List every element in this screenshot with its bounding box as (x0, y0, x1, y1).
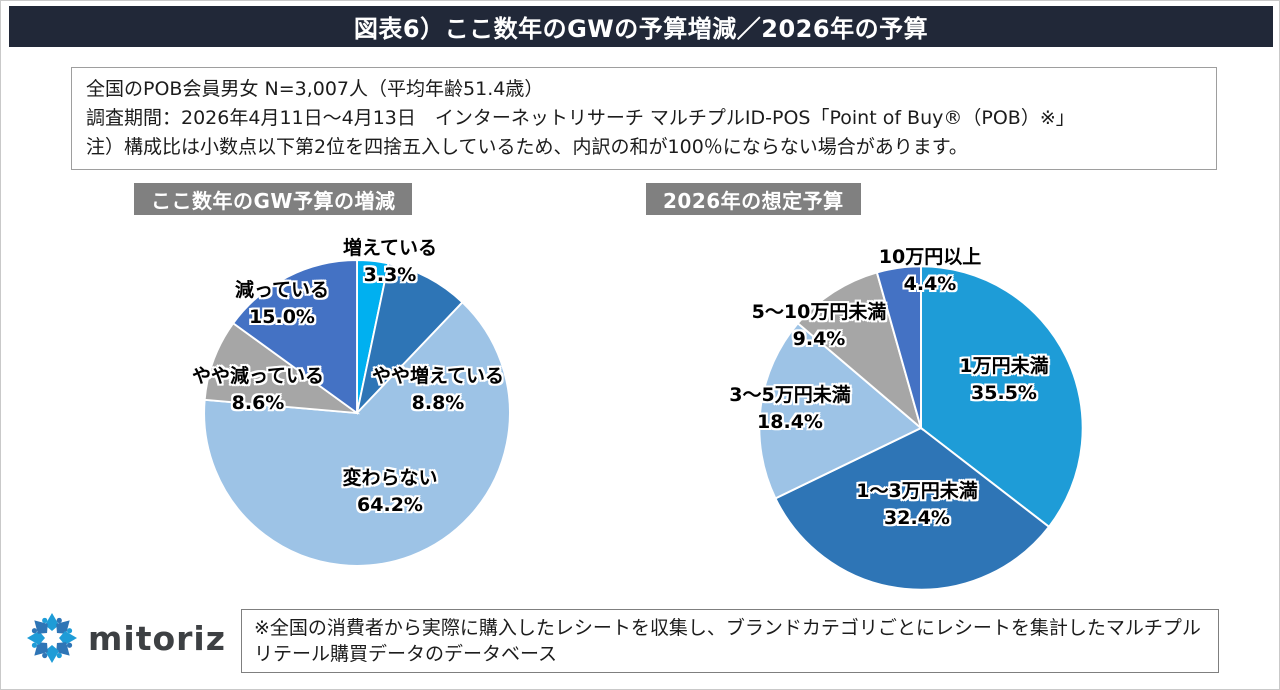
survey-note-line: 注）構成比は小数点以下第2位を四捨五入しているため、内訳の和が100％にならない… (86, 136, 968, 158)
mitoriz-logo-icon (27, 613, 77, 663)
pie-slice-label-increased: 増えている 3.3% (342, 237, 438, 286)
mitoriz-logo-text: mitoriz (88, 618, 226, 658)
footnote-text: ※全国の消費者から実際に購入したレシートを収集し、ブランドカテゴリごとにレシート… (254, 617, 1201, 665)
pie-slice-label-unchanged: 変わらない 64.2% (342, 467, 438, 516)
left-chart-title-badge: ここ数年のGW予算の増減 (134, 183, 413, 215)
page-title: 図表6）ここ数年のGWの予算増減／2026年の予算 (353, 15, 929, 43)
pie-slice-label-slightly-decreased: やや減っている 8.6% (191, 365, 325, 414)
pie-slice-label-30k-50k: 3〜5万円未満 18.4% (729, 384, 851, 433)
mitoriz-logo: mitoriz (25, 611, 226, 665)
pie-slice-label-over-100k: 10万円以上 4.4% (878, 246, 982, 295)
left-chart-title: ここ数年のGW予算の増減 (151, 188, 396, 213)
pie-slice-label-10k-30k: 1〜3万円未満 32.4% (856, 480, 978, 529)
pie-slice-3 (796, 271, 923, 431)
pie-slice-label-slightly-increased: やや増えている 8.8% (371, 365, 505, 414)
pie-slice-1 (355, 262, 464, 417)
pie-slice-1 (774, 426, 1051, 591)
survey-sample-line: 全国のPOB会員男女 N=3,007人（平均年齢51.4歳） (86, 78, 544, 100)
pie-slice-label-under-10k: 1万円未満 35.5% (959, 355, 1049, 404)
pie-slice-4 (875, 265, 922, 429)
pie-slice-label-decreased: 減っている 15.0% (234, 279, 330, 328)
pie-slice-3 (203, 321, 361, 415)
survey-info-box: 全国のPOB会員男女 N=3,007人（平均年齢51.4歳） 調査期間：2026… (71, 67, 1217, 170)
survey-period-line: 調査期間：2026年4月11日〜4月13日 インターネットリサーチ マルチプルI… (86, 107, 1075, 129)
pie-chart-gw-budget-change (203, 259, 511, 567)
pie-slice-2 (203, 300, 511, 567)
pie-slice-0 (920, 265, 1084, 529)
pie-slice-2 (758, 321, 923, 500)
pie-chart-2026-expected-budget (758, 265, 1084, 591)
right-chart-title: 2026年の想定予算 (663, 188, 844, 213)
footnote-box: ※全国の消費者から実際に購入したレシートを収集し、ブランドカテゴリごとにレシート… (241, 609, 1219, 673)
pie-slice-4 (231, 259, 358, 415)
right-chart-title-badge: 2026年の想定予算 (646, 183, 861, 215)
title-bar: 図表6）ここ数年のGWの予算増減／2026年の予算 (9, 6, 1273, 47)
pie-slice-label-50k-100k: 5〜10万円未満 9.4% (751, 301, 887, 350)
